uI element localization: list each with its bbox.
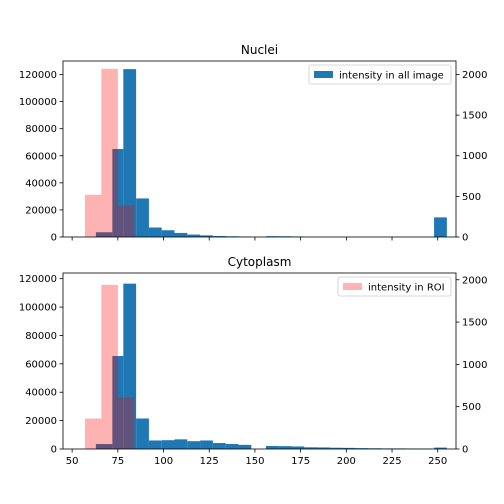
histogram-bar xyxy=(291,446,305,449)
y2-tick-label: 1500 xyxy=(462,111,487,122)
y2-tick-label: 2000 xyxy=(462,70,487,81)
histogram-bar xyxy=(136,198,149,237)
histogram-bar xyxy=(187,441,201,449)
y-tick-label: 100000 xyxy=(19,97,57,108)
chart-title: Nuclei xyxy=(241,43,278,57)
y-tick-label: 40000 xyxy=(25,388,57,399)
histogram-bar xyxy=(265,236,279,237)
histogram-bar xyxy=(434,447,447,449)
y2-tick-label: 1000 xyxy=(462,151,487,162)
y-tick-label: 40000 xyxy=(25,178,57,189)
histogram-bar xyxy=(278,446,292,449)
histogram-bar xyxy=(355,448,369,449)
plot-frame xyxy=(62,272,457,450)
y-tick-label: 0 xyxy=(51,445,57,456)
histogram-bar xyxy=(329,447,343,449)
y2-tick-label: 500 xyxy=(462,192,481,203)
y2-tick-label: 0 xyxy=(462,445,468,456)
histogram-bar xyxy=(101,284,118,449)
x-tick-label: 50 xyxy=(66,456,79,467)
histogram-bar xyxy=(161,440,175,449)
histogram-bar xyxy=(200,440,213,449)
plot-frame xyxy=(62,60,457,238)
histogram-bar xyxy=(117,397,135,449)
legend-box xyxy=(308,64,452,85)
legend-label: intensity in all image xyxy=(339,71,444,82)
legend-swatch xyxy=(314,71,333,78)
y2-tick-label: 1500 xyxy=(462,318,487,329)
y2-tick-label: 1000 xyxy=(462,360,487,371)
histogram-bar xyxy=(200,235,213,237)
histogram-bar xyxy=(212,236,226,237)
histogram-bar xyxy=(225,444,239,449)
chart-panel-2: 0 20000 40000 60000 80000 100000 120000 0 500 100… xyxy=(19,255,488,467)
histogram-bar xyxy=(123,283,137,449)
y-tick-label: 60000 xyxy=(25,359,57,370)
histogram-bar xyxy=(95,232,113,237)
histogram-bar xyxy=(148,440,162,449)
x-tick-label: 75 xyxy=(111,456,124,467)
histogram-bar xyxy=(265,446,279,449)
y-tick-label: 0 xyxy=(51,233,57,244)
histogram-bar xyxy=(112,356,124,449)
histogram-bar xyxy=(84,194,102,237)
y-tick-label: 20000 xyxy=(25,205,57,216)
histogram-bar xyxy=(174,439,188,449)
y-tick-label: 120000 xyxy=(19,274,57,285)
y2-tick-label: 0 xyxy=(462,233,468,244)
legend-label: intensity in ROI xyxy=(368,283,445,294)
x-tick-label: 200 xyxy=(337,456,356,467)
histogram-bar xyxy=(342,447,356,449)
legend-box xyxy=(337,276,452,297)
histogram-bar xyxy=(136,418,149,449)
y-tick-label: 20000 xyxy=(25,416,57,427)
histogram-bar xyxy=(317,447,330,449)
x-tick-label: 250 xyxy=(428,456,447,467)
histogram-bar xyxy=(117,205,135,237)
histogram-bar xyxy=(101,68,118,237)
histogram-bar xyxy=(174,232,188,237)
y2-tick-label: 2000 xyxy=(462,275,487,286)
y-tick-label: 80000 xyxy=(25,124,57,135)
histogram-bar xyxy=(212,443,226,449)
histogram-bar xyxy=(84,418,102,449)
histogram-bar xyxy=(112,149,124,237)
chart-panel-1: 0 20000 40000 60000 80000 100000 120000 0 500 100… xyxy=(19,43,488,244)
histogram-bar xyxy=(238,444,252,449)
histogram-bar xyxy=(187,234,201,237)
y-tick-label: 60000 xyxy=(25,151,57,162)
histogram-bar xyxy=(148,227,162,237)
x-tick-label: 150 xyxy=(245,456,264,467)
x-tick-label: 125 xyxy=(200,456,219,467)
y-tick-label: 120000 xyxy=(19,70,57,81)
x-tick-label: 175 xyxy=(291,456,310,467)
histogram-bar xyxy=(304,447,318,449)
x-tick-label: 225 xyxy=(382,456,401,467)
chart-title: Cytoplasm xyxy=(228,255,292,269)
histogram-bar xyxy=(434,217,447,237)
x-tick-label: 100 xyxy=(154,456,173,467)
histogram-bar xyxy=(161,230,175,237)
histogram-bar xyxy=(123,69,137,238)
y-tick-label: 100000 xyxy=(19,303,57,314)
legend-swatch xyxy=(343,283,362,290)
y2-tick-label: 500 xyxy=(462,402,481,413)
histogram-bar xyxy=(95,444,113,449)
y-tick-label: 80000 xyxy=(25,331,57,342)
